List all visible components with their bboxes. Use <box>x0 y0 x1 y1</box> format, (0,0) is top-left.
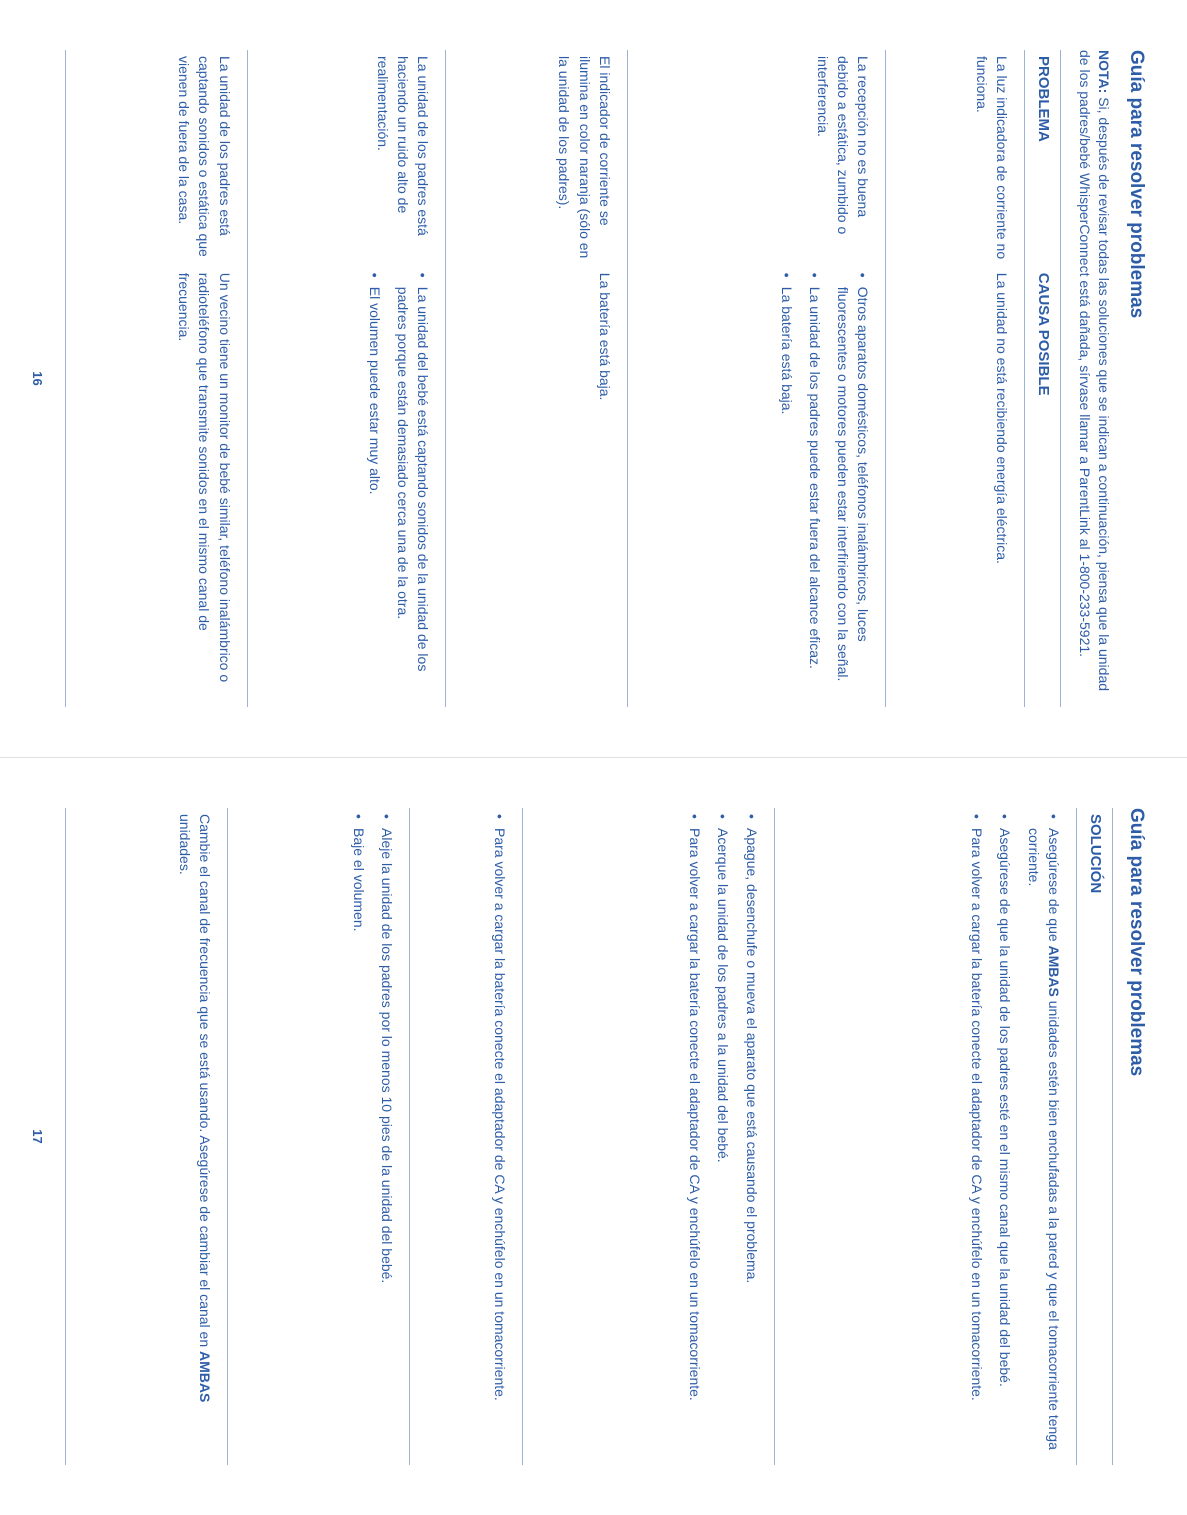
list-item: Apague, desenchufe o mueva el aparato qu… <box>741 814 761 1459</box>
note-prefix: NOTA: <box>1096 50 1112 97</box>
list-item: Asegúrese de que AMBAS unidades estén bi… <box>1023 814 1064 1459</box>
page-spread: Guía para resolver problemas NOTA: Si, d… <box>0 0 1187 1515</box>
right-page: Guía para resolver problemas SOLUCIÓN As… <box>0 758 1187 1515</box>
list-item: Otros aparatos domésticos, teléfonos ina… <box>833 273 874 701</box>
cell-solution: Cambie el canal de frecuencia que se est… <box>66 808 228 1465</box>
cell-solution: Asegúrese de que AMBAS unidades estén bi… <box>774 808 1076 1465</box>
cell-solution: Para volver a cargar la batería conecte … <box>410 808 522 1465</box>
cell-problem: La unidad de los padres está haciendo un… <box>247 50 446 267</box>
cell-problem: La luz indicadora de corriente no funcio… <box>886 50 1025 267</box>
table-row: Aleje la unidad de los padres por lo men… <box>228 808 410 1465</box>
list-item: La batería está baja. <box>776 273 796 701</box>
th-causa: CAUSA POSIBLE <box>1025 267 1061 707</box>
list-item: La unidad del bebé está captando sonidos… <box>393 273 434 701</box>
list-item: Para volver a cargar la batería conecte … <box>685 814 705 1459</box>
table-row: Apague, desenchufe o mueva el aparato qu… <box>522 808 774 1465</box>
solution-list: Para volver a cargar la batería conecte … <box>489 814 509 1459</box>
list-item: Para volver a cargar la batería conecte … <box>967 814 987 1459</box>
table-row: Para volver a cargar la batería conecte … <box>410 808 522 1465</box>
list-item: Acerque la unidad de los padres a la uni… <box>713 814 733 1459</box>
th-problema: PROBLEMA <box>1025 50 1061 267</box>
cell-cause: Un vecino tiene un monitor de bebé simil… <box>66 267 248 707</box>
solution-list: Apague, desenchufe o mueva el aparato qu… <box>685 814 762 1459</box>
note-body: Si, después de revisar todas las solucio… <box>1077 50 1112 691</box>
trouble-table-left: PROBLEMA CAUSA POSIBLE La luz indicadora… <box>65 50 1061 707</box>
table-row: Asegúrese de que AMBAS unidades estén bi… <box>774 808 1076 1465</box>
cause-list: Otros aparatos domésticos, teléfonos ina… <box>776 273 873 701</box>
table-row: El indicador de corriente se ilumina en … <box>446 50 628 707</box>
th-solucion: SOLUCIÓN <box>1077 808 1113 1465</box>
table-row: La luz indicadora de corriente no funcio… <box>886 50 1025 707</box>
cell-cause: La unidad del bebé está captando sonidos… <box>247 267 446 707</box>
list-item: Para volver a cargar la batería conecte … <box>489 814 509 1459</box>
cell-solution: Aleje la unidad de los padres por lo men… <box>228 808 410 1465</box>
table-row: La unidad de los padres está captando so… <box>66 50 248 707</box>
left-title: Guía para resolver problemas <box>1125 50 1147 707</box>
cause-list: La unidad del bebé está captando sonidos… <box>364 273 433 701</box>
solution-list: Aleje la unidad de los padres por lo men… <box>349 814 398 1459</box>
note-block: NOTA: Si, después de revisar todas las s… <box>1075 50 1113 707</box>
trouble-table-right: SOLUCIÓN Asegúrese de que AMBAS unidades… <box>65 808 1113 1465</box>
cell-problem: El indicador de corriente se ilumina en … <box>446 50 628 267</box>
table-row: Cambie el canal de frecuencia que se est… <box>66 808 228 1465</box>
list-item: Asegúrese de que la unidad de los padres… <box>995 814 1015 1459</box>
solution-list: Asegúrese de que AMBAS unidades estén bi… <box>967 814 1064 1459</box>
left-page: Guía para resolver problemas NOTA: Si, d… <box>0 0 1187 758</box>
cell-cause: La unidad no está recibiendo energía elé… <box>886 267 1025 707</box>
cell-solution: Apague, desenchufe o mueva el aparato qu… <box>522 808 774 1465</box>
cell-problem: La recepción no es buena debido a estáti… <box>628 50 886 267</box>
list-item: Aleje la unidad de los padres por lo men… <box>377 814 397 1459</box>
list-item: Baje el volumen. <box>349 814 369 1459</box>
cell-cause: La batería está baja. <box>446 267 628 707</box>
table-row: La unidad de los padres está haciendo un… <box>247 50 446 707</box>
right-page-number: 17 <box>30 808 65 1465</box>
cell-problem: La unidad de los padres está captando so… <box>66 50 248 267</box>
list-item: El volumen puede estar muy alto. <box>364 273 384 701</box>
list-item: La unidad de los padres puede estar fuer… <box>805 273 825 701</box>
table-row: La recepción no es buena debido a estáti… <box>628 50 886 707</box>
cell-cause: Otros aparatos domésticos, teléfonos ina… <box>628 267 886 707</box>
left-page-number: 16 <box>30 50 65 707</box>
right-title: Guía para resolver problemas <box>1125 808 1147 1465</box>
